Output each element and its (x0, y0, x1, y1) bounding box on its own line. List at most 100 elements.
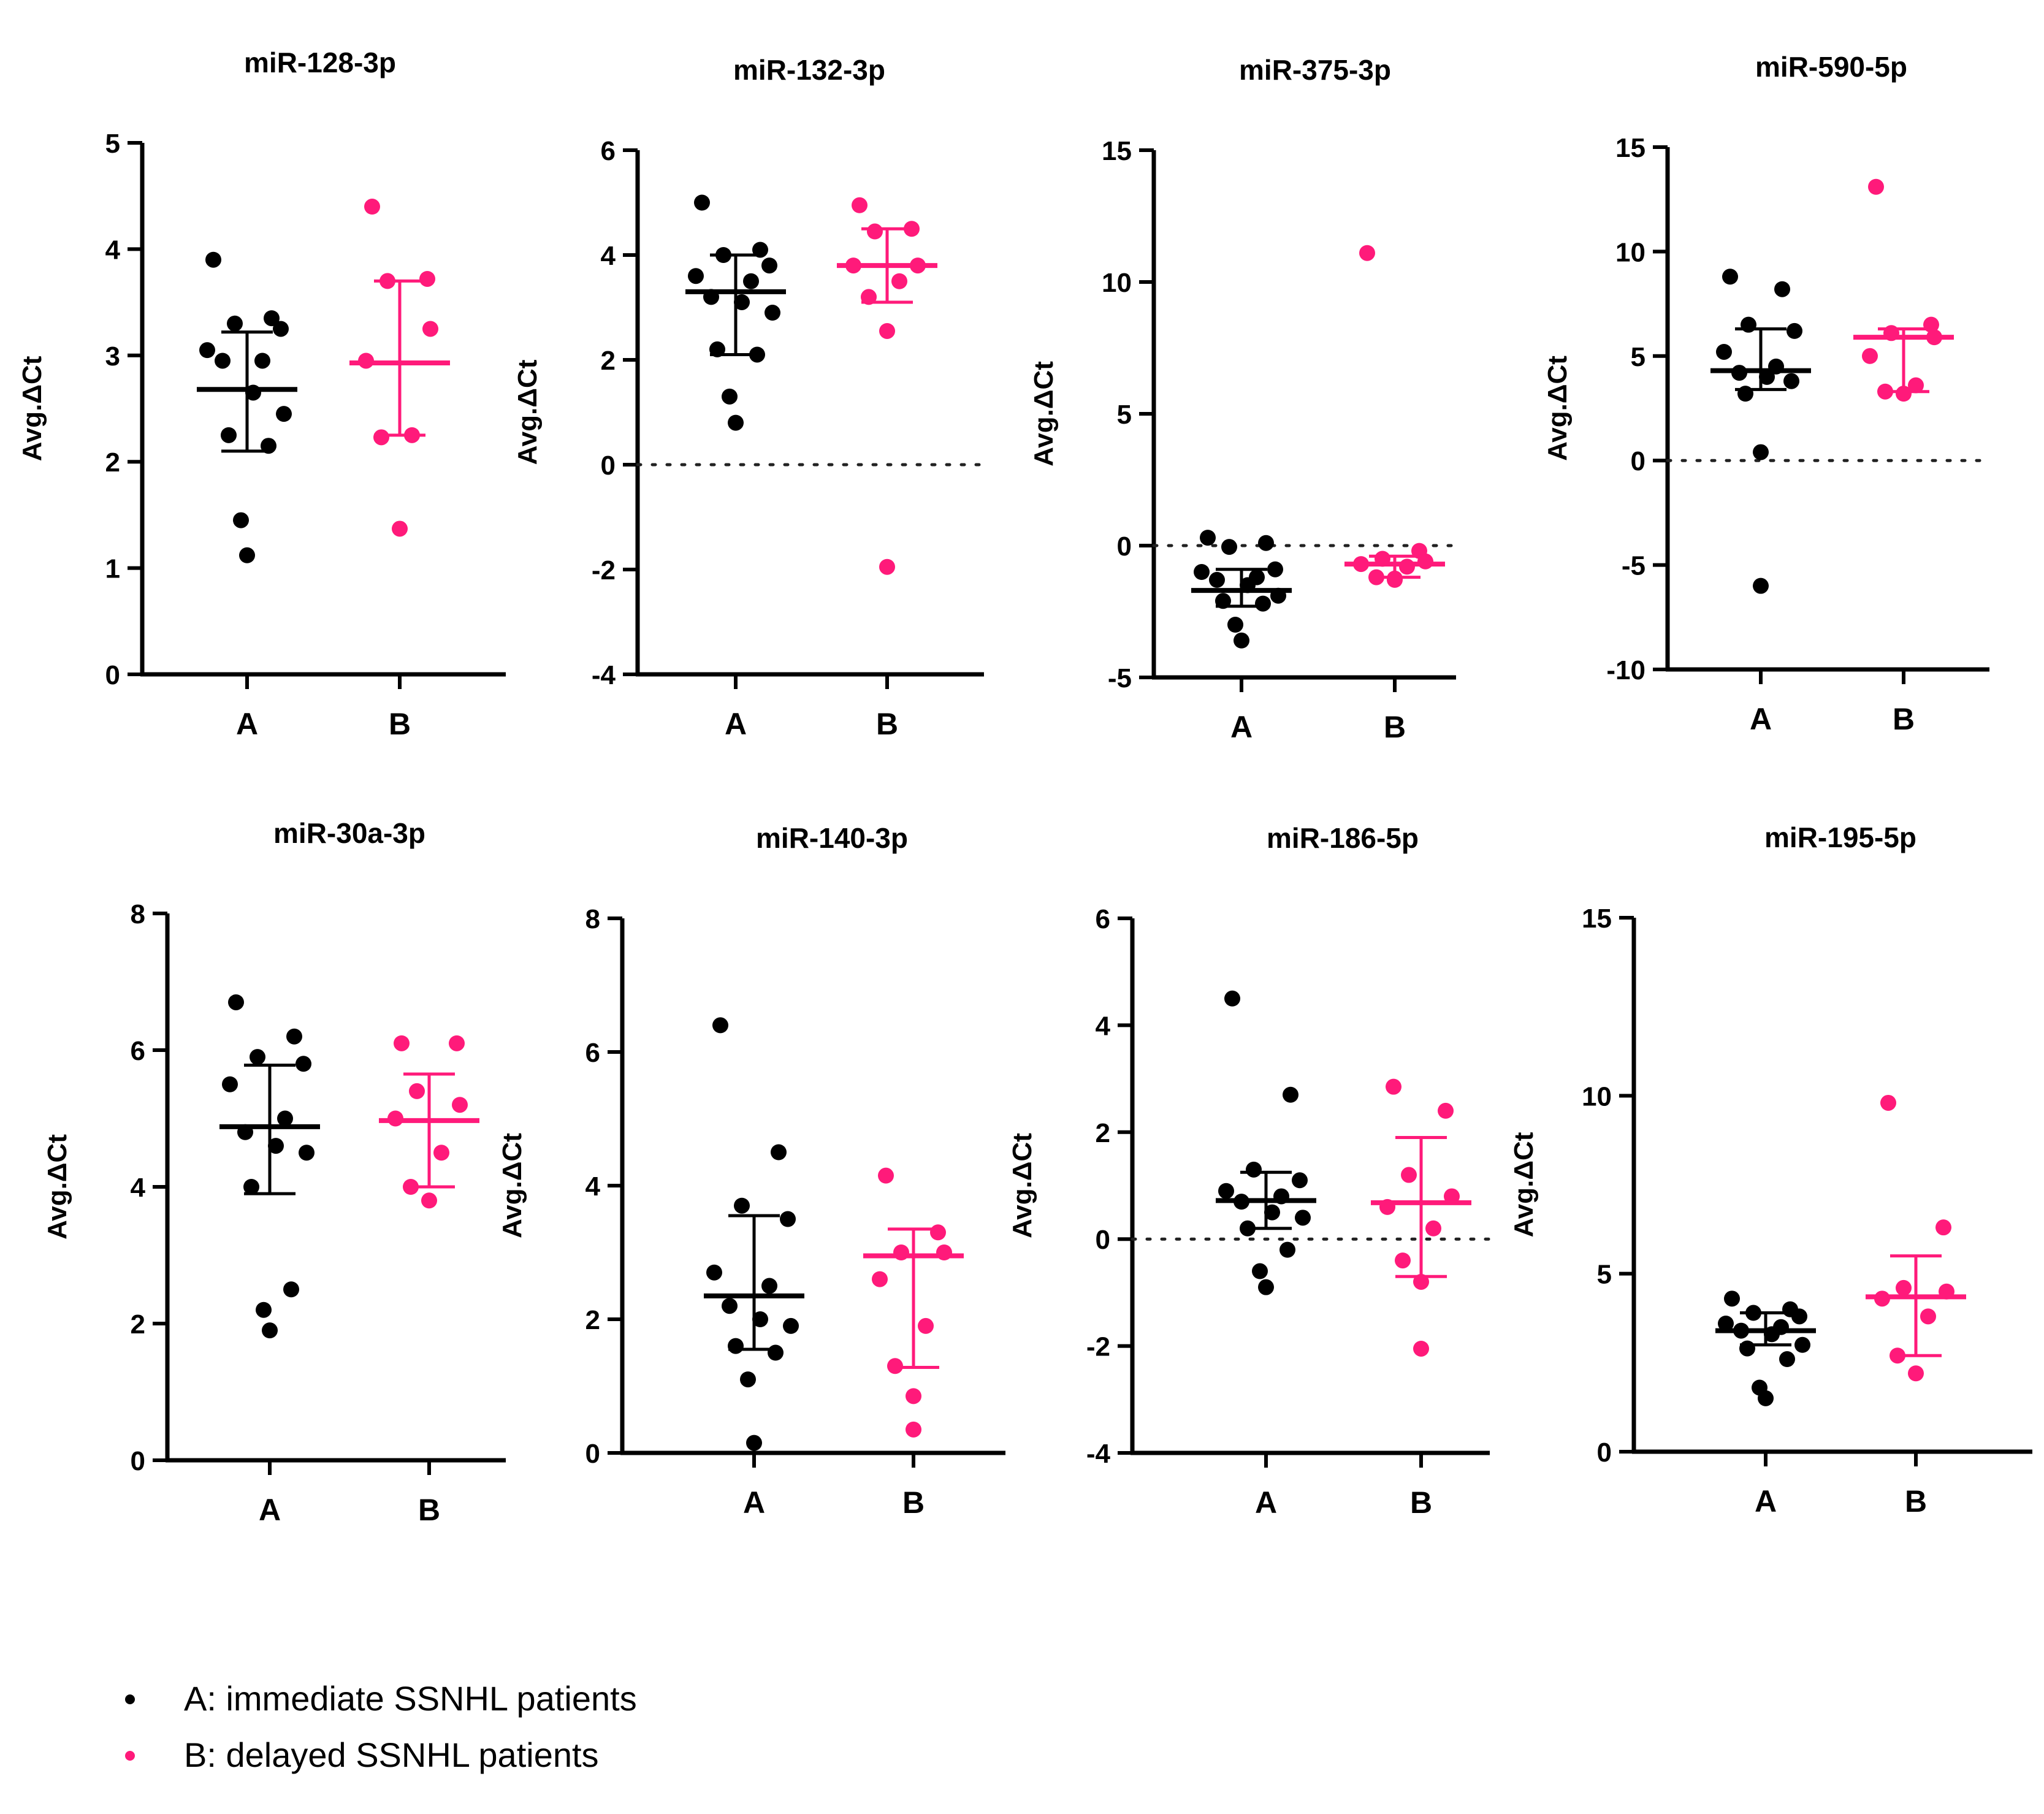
data-point-A (1264, 1204, 1280, 1221)
data-point-A (250, 1049, 265, 1065)
data-point-A (703, 289, 719, 305)
data-point-B (433, 1145, 449, 1161)
data-point-A (199, 342, 215, 359)
data-point-B (852, 197, 868, 213)
data-point-A (1759, 368, 1775, 385)
data-point-A (728, 414, 744, 431)
data-point-B (1920, 1308, 1936, 1325)
data-point-A (283, 1281, 299, 1298)
data-point-A (215, 353, 231, 369)
data-point-B (422, 321, 438, 337)
y-axis-label: Avg.ΔCt (513, 359, 543, 465)
data-point-A (1234, 632, 1249, 649)
y-tick-label: 2 (585, 1305, 600, 1335)
data-point-A (254, 353, 270, 369)
chart-panel-3: miR-375-3p Avg.ΔCt -5 0 5 10 15 A B (1029, 54, 1458, 744)
data-point-B (1908, 1365, 1924, 1382)
data-point-A (1267, 561, 1283, 577)
data-point-A (299, 1145, 315, 1161)
y-tick-label: 0 (1597, 1438, 1612, 1468)
data-point-B (1401, 1167, 1417, 1183)
y-tick-label: 10 (1615, 237, 1645, 267)
y-tick-label: -5 (1108, 663, 1132, 693)
data-point-A (1745, 1305, 1761, 1321)
y-axis-label: Avg.ΔCt (17, 356, 47, 461)
data-point-A (277, 1110, 293, 1127)
panel-title: miR-375-3p (1239, 54, 1391, 86)
y-tick-label: 6 (131, 1036, 145, 1066)
y-axis-label: Avg.ΔCt (1509, 1132, 1539, 1237)
data-point-B (910, 257, 926, 274)
data-point-B (1890, 1347, 1905, 1364)
data-point-A (1787, 322, 1802, 339)
y-tick-label: 6 (585, 1038, 600, 1068)
data-point-B (936, 1244, 952, 1260)
data-point-A (1246, 1161, 1262, 1178)
data-point-A (1258, 1279, 1274, 1295)
chart-panel-8: miR-195-5p Avg.ΔCt 0 5 10 15 A B (1509, 821, 2032, 1519)
data-point-A (722, 1298, 738, 1314)
data-point-A (1240, 1220, 1256, 1237)
x-tick-label: A (236, 707, 258, 741)
x-tick-label: B (389, 707, 411, 741)
data-point-B (918, 1317, 934, 1334)
data-point-B (845, 257, 861, 274)
data-point-A (1240, 577, 1256, 593)
x-tick-label: B (876, 707, 898, 741)
data-point-A (1224, 990, 1240, 1007)
x-tick-label: B (1905, 1484, 1927, 1519)
data-point-B (392, 520, 408, 537)
data-point-B (1386, 1078, 1401, 1095)
data-point-B (1880, 1094, 1896, 1111)
y-tick-label: 5 (1597, 1260, 1612, 1290)
y-axis-label: Avg.ΔCt (42, 1134, 72, 1240)
data-point-B (879, 558, 895, 575)
legend-label: A: immediate SSNHL patients (184, 1679, 637, 1718)
y-axis-label: Avg.ΔCt (1007, 1133, 1037, 1238)
data-point-B (364, 199, 380, 215)
data-point-B (1877, 383, 1893, 400)
panel-title: miR-590-5p (1755, 51, 1907, 83)
data-point-B (449, 1035, 465, 1051)
data-point-A (1209, 571, 1225, 588)
legend-label: B: delayed SSNHL patients (184, 1736, 599, 1774)
data-point-B (419, 270, 435, 287)
data-point-B (1417, 553, 1433, 570)
data-point-A (1774, 281, 1790, 297)
data-point-A (694, 194, 710, 211)
data-point-A (1753, 577, 1769, 594)
data-point-B (358, 353, 374, 369)
y-tick-label: 0 (105, 660, 120, 690)
panel-title: miR-132-3p (733, 54, 885, 86)
data-point-A (706, 1264, 722, 1281)
chart-panel-1: miR-128-3p Avg.ΔCt 0 1 2 3 4 5 A B (17, 47, 506, 741)
data-point-B (1896, 386, 1912, 402)
data-point-B (1935, 1219, 1951, 1236)
data-point-A (1724, 1290, 1740, 1307)
data-point-B (1896, 1279, 1912, 1296)
data-point-A (1221, 539, 1237, 555)
legend-item-B: B: delayed SSNHL patients (125, 1736, 599, 1774)
data-point-A (715, 247, 731, 263)
data-point-A (262, 1322, 278, 1339)
data-point-B (1868, 178, 1884, 195)
x-tick-label: B (1893, 702, 1915, 736)
y-tick-label: 2 (131, 1309, 145, 1340)
y-tick-label: 3 (105, 341, 120, 372)
data-point-A (771, 1144, 787, 1160)
y-tick-label: 6 (601, 136, 616, 166)
data-point-B (1359, 245, 1375, 261)
data-point-A (222, 1076, 238, 1092)
data-point-B (421, 1192, 437, 1209)
data-point-A (728, 1338, 744, 1354)
data-point-A (261, 438, 276, 454)
data-point-B (1395, 1252, 1411, 1269)
data-point-A (1731, 365, 1747, 381)
y-tick-label: 15 (1582, 904, 1612, 934)
chart-panel-5: miR-30a-3p Avg.ΔCt 0 2 4 6 8 A B (42, 817, 506, 1527)
data-point-B (1399, 558, 1415, 575)
data-point-A (734, 294, 750, 310)
data-point-A (296, 1056, 311, 1072)
panel-title: miR-30a-3p (273, 817, 425, 849)
data-point-B (904, 221, 920, 237)
